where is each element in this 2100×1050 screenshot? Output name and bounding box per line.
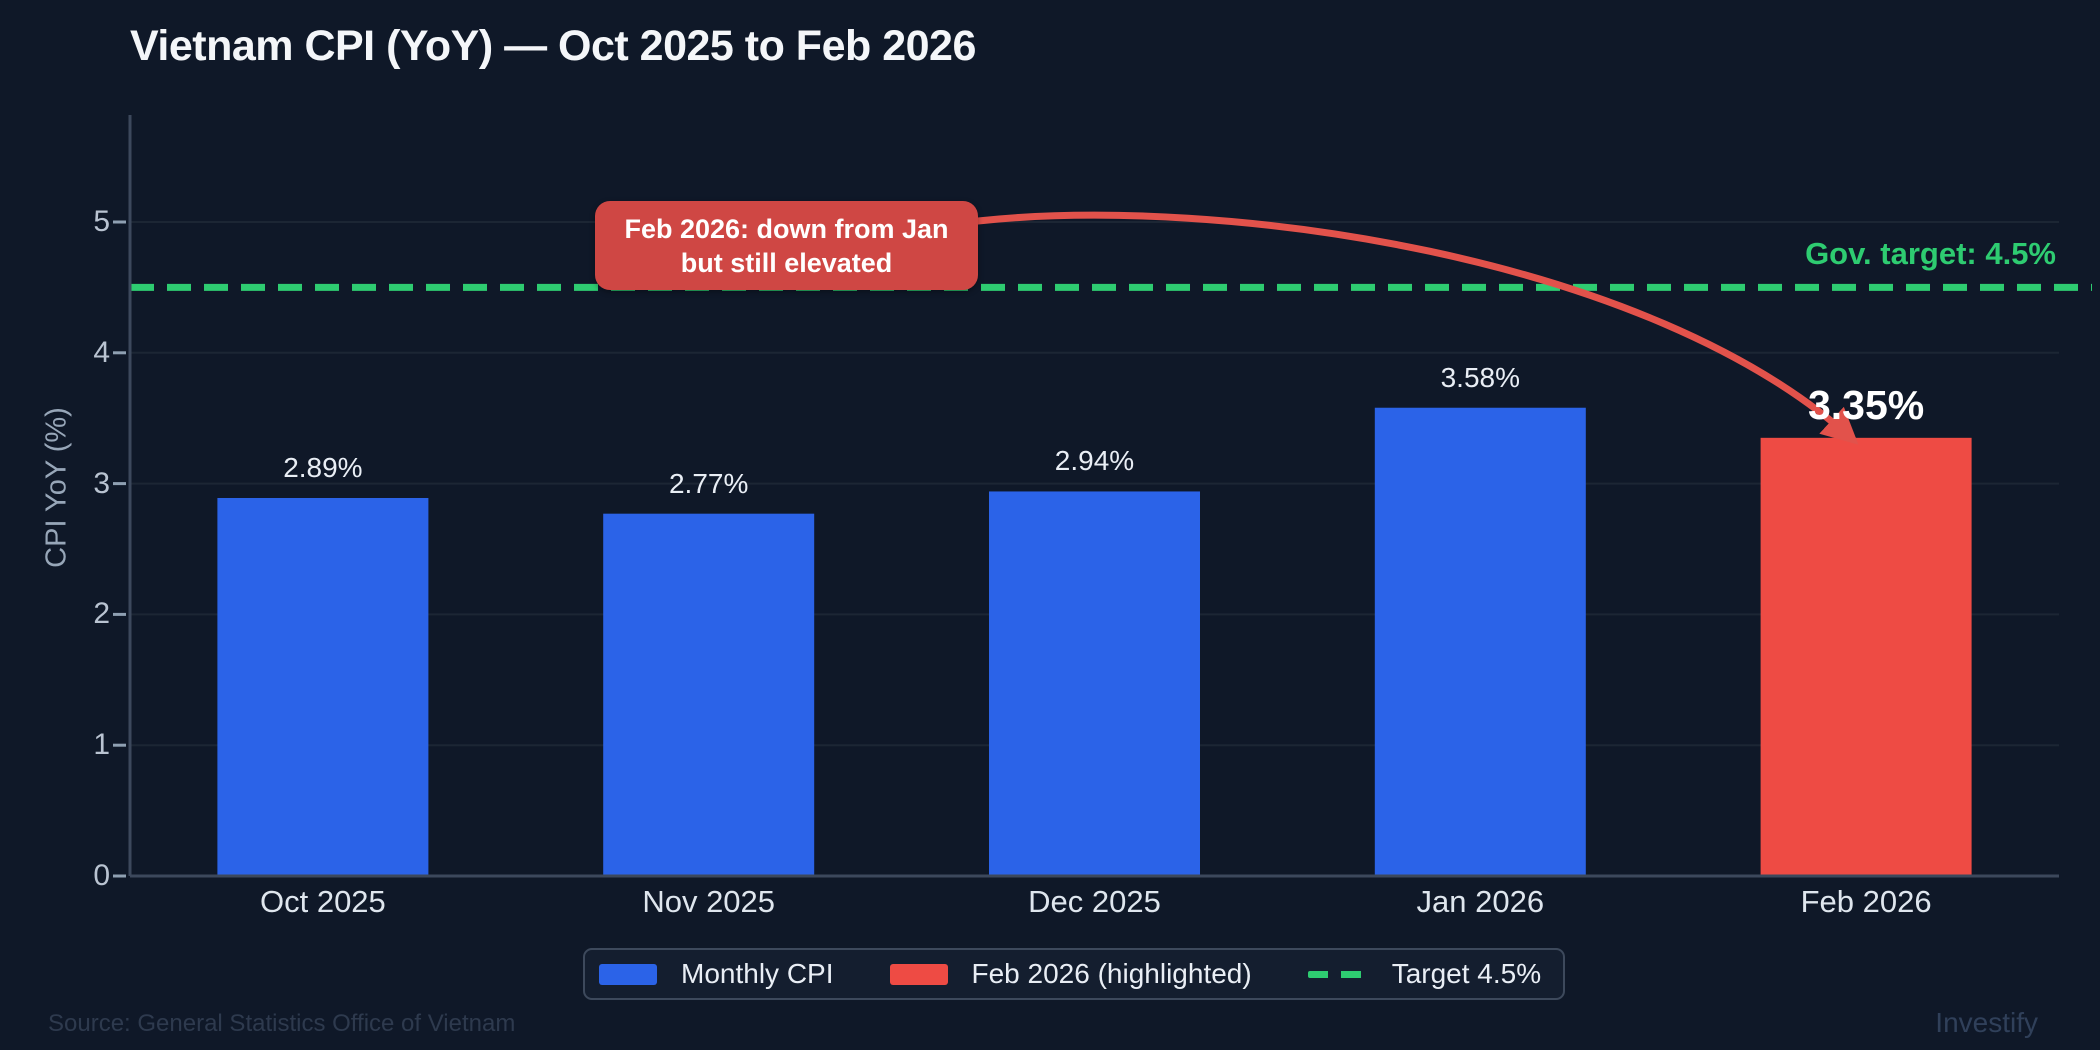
legend-item-target: Target 4.5% <box>1307 958 1542 990</box>
gridlines <box>130 221 2059 747</box>
bar-value-label: 3.35% <box>1807 381 1925 428</box>
bar-feb-2026 <box>1760 437 1972 876</box>
bar-nov-2025 <box>603 513 815 876</box>
x-tick-label: Jan 2026 <box>1416 884 1545 919</box>
bar-jan-2026 <box>1374 407 1586 876</box>
blue-swatch-icon <box>599 963 657 985</box>
bar-value-label: 2.77% <box>668 467 749 499</box>
x-tick-label: Oct 2025 <box>259 884 386 919</box>
y-tick-label: 2 <box>93 597 110 631</box>
source-text: Source: General Statistics Office of Vie… <box>48 1010 516 1037</box>
annotation-line-2: but still elevated <box>680 247 893 278</box>
legend-label: Monthly CPI <box>681 958 834 989</box>
y-tick-label: 3 <box>93 466 110 500</box>
bar-dec-2025 <box>989 491 1200 876</box>
annotation-arrow-icon <box>974 211 1859 445</box>
legend-item-feb-2026: Feb 2026 (highlighted) <box>889 958 1252 990</box>
legend-label: Target 4.5% <box>1391 958 1542 989</box>
bar-value-label: 3.58% <box>1440 361 1520 393</box>
chart-title: Vietnam CPI (YoY) — Oct 2025 to Feb 2026 <box>130 22 976 70</box>
annotation-callout: Feb 2026: down from Jan but still elevat… <box>595 201 978 290</box>
legend: Monthly CPI Feb 2026 (highlighted) Targe… <box>583 948 1566 1000</box>
bar-oct-2025 <box>217 497 429 876</box>
bar-value-label: 2.94% <box>1054 445 1135 477</box>
x-tick-label: Nov 2025 <box>642 884 776 919</box>
watermark-text: Investify <box>1935 1007 2038 1038</box>
y-tick-label: 5 <box>93 205 110 238</box>
red-swatch-icon <box>889 963 948 985</box>
green-dash-swatch-icon <box>1307 970 1368 978</box>
bars <box>217 407 1972 876</box>
axes <box>113 115 2059 878</box>
y-tick-label: 4 <box>93 335 110 369</box>
y-tick-label: 0 <box>93 859 110 892</box>
y-tick-label: 1 <box>93 728 110 762</box>
target-line-label: Gov. target: 4.5% <box>1805 236 2056 271</box>
x-tick-label: Dec 2025 <box>1028 884 1161 919</box>
legend-item-monthly-cpi: Monthly CPI <box>599 958 834 990</box>
bar-value-label: 2.89% <box>283 451 363 483</box>
annotation-line-1: Feb 2026: down from Jan <box>624 213 949 244</box>
legend-label: Feb 2026 (highlighted) <box>971 958 1252 989</box>
x-tick-label: Feb 2026 <box>1800 884 1932 919</box>
